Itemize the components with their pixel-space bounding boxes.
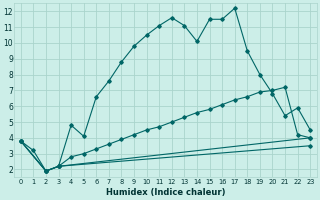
X-axis label: Humidex (Indice chaleur): Humidex (Indice chaleur) [106, 188, 225, 197]
